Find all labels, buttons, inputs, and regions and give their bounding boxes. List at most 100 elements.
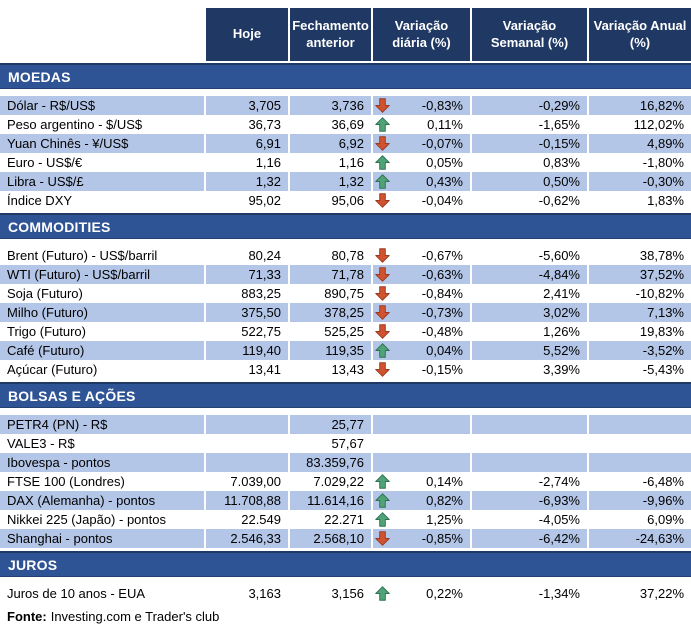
cell-variacao-diaria: -0,04%: [371, 191, 470, 210]
column-header-variacao-anual: Variação Anual (%): [587, 8, 691, 61]
cell-variacao-semanal: 3,02%: [470, 303, 587, 322]
cell-variacao-semanal: -0,62%: [470, 191, 587, 210]
cell-hoje: 3,705: [204, 96, 288, 115]
down-arrow-icon: [375, 134, 390, 153]
cell-variacao-semanal: -6,42%: [470, 529, 587, 548]
cell-fechamento-anterior: 890,75: [288, 284, 371, 303]
cell-fechamento-anterior: 6,92: [288, 134, 371, 153]
cell-variacao-anual: -5,43%: [587, 360, 691, 379]
cell-label: Juros de 10 anos - EUA: [7, 586, 146, 601]
source-label: Fonte:: [7, 609, 47, 624]
cell-fechamento-anterior: 525,25: [288, 322, 371, 341]
down-arrow-icon: [375, 322, 390, 341]
cell-variacao-diaria: -0,84%: [371, 284, 470, 303]
cell-variacao-anual: -9,96%: [587, 491, 691, 510]
cell-label: PETR4 (PN) - R$: [0, 415, 204, 434]
cell-label: Índice DXY: [7, 193, 73, 208]
cell-fechamento-anterior: 13,43: [288, 360, 371, 379]
variacao-diaria-value: 0,05%: [426, 155, 463, 170]
cell-variacao-anual: 1,83%: [587, 191, 691, 210]
cell-variacao-semanal: -1,34%: [470, 584, 587, 603]
table-body: MOEDAS Dólar - R$/US$ 3,705 3,736 -0,83% -0,2…: [0, 63, 691, 603]
cell-label: Açúcar (Futuro): [7, 362, 98, 377]
cell-fechamento-anterior: 36,69: [288, 115, 371, 134]
table-row: VALE3 - R$ 57,67: [0, 434, 691, 453]
cell-hoje: 883,25: [204, 284, 288, 303]
cell-fechamento-anterior: 71,78: [288, 265, 371, 284]
variacao-diaria-value: 0,04%: [426, 343, 463, 358]
column-header-variacao-semanal: Variação Semanal (%): [470, 8, 587, 61]
cell-hoje: [204, 453, 288, 472]
table-row: PETR4 (PN) - R$ 25,77: [0, 415, 691, 434]
cell-variacao-anual: 37,52%: [587, 265, 691, 284]
variacao-diaria-value: -0,15%: [421, 362, 463, 377]
cell-label: Brent (Futuro) - US$/barril: [7, 248, 158, 263]
table-row: Milho (Futuro) 375,50 378,25 -0,73% 3,02% 7,1…: [0, 303, 691, 322]
source-line: Fonte: Investing.com e Trader's club: [0, 609, 691, 624]
variacao-diaria-value: 0,82%: [426, 493, 463, 508]
variacao-diaria-value: -0,83%: [421, 98, 463, 113]
cell-variacao-anual: 37,22%: [587, 584, 691, 603]
cell-variacao-semanal: 5,52%: [470, 341, 587, 360]
cell-variacao-diaria: 0,22%: [371, 584, 470, 603]
table-row: Euro - US$/€ 1,16 1,16 0,05% 0,83% -1,80%: [0, 153, 691, 172]
cell-variacao-semanal: -1,65%: [470, 115, 587, 134]
column-header-row: Hoje Fechamento anterior Variação diária…: [0, 8, 691, 61]
up-arrow-icon: [375, 491, 390, 510]
cell-variacao-anual: 6,09%: [587, 510, 691, 529]
cell-hoje: 2.546,33: [204, 529, 288, 548]
cell-hoje: 80,24: [204, 246, 288, 265]
cell-variacao-semanal: -5,60%: [470, 246, 587, 265]
cell-label: DAX (Alemanha) - pontos: [0, 491, 204, 510]
cell-hoje: 119,40: [204, 341, 288, 360]
cell-variacao-anual: [587, 415, 691, 434]
up-arrow-icon: [375, 510, 390, 529]
cell-label: FTSE 100 (Londres): [7, 474, 125, 489]
cell-variacao-diaria: -0,63%: [371, 265, 470, 284]
cell-label: WTI (Futuro) - US$/barril: [0, 265, 204, 284]
table-row: Soja (Futuro) 883,25 890,75 -0,84% 2,41% -10,…: [0, 284, 691, 303]
table-row: DAX (Alemanha) - pontos 11.708,88 11.614,1…: [0, 491, 691, 510]
table-row: Trigo (Futuro) 522,75 525,25 -0,48% 1,26% 19,…: [0, 322, 691, 341]
cell-variacao-diaria: 0,14%: [371, 472, 470, 491]
variacao-diaria-value: 0,14%: [426, 474, 463, 489]
up-arrow-icon: [375, 172, 390, 191]
cell-label: VALE3 - R$: [7, 436, 75, 451]
cell-variacao-semanal: 0,50%: [470, 172, 587, 191]
cell-variacao-anual: -10,82%: [587, 284, 691, 303]
cell-hoje: [204, 415, 288, 434]
cell-label: Ibovespa - pontos: [0, 453, 204, 472]
column-header-fechamento-anterior: Fechamento anterior: [288, 8, 371, 61]
cell-hoje: 522,75: [204, 322, 288, 341]
section-header-juros: JUROS: [0, 551, 691, 577]
down-arrow-icon: [375, 191, 390, 210]
cell-variacao-semanal: -0,15%: [470, 134, 587, 153]
cell-variacao-anual: 4,89%: [587, 134, 691, 153]
cell-fechamento-anterior: 80,78: [288, 246, 371, 265]
cell-variacao-semanal: [470, 453, 587, 472]
down-arrow-icon: [375, 303, 390, 322]
variacao-diaria-value: -0,67%: [421, 248, 463, 263]
cell-variacao-diaria: 0,43%: [371, 172, 470, 191]
cell-hoje: 22.549: [204, 510, 288, 529]
cell-fechamento-anterior: 1,16: [288, 153, 371, 172]
table-row: Nikkei 225 (Japão) - pontos 22.549 22.271 1…: [0, 510, 691, 529]
up-arrow-icon: [375, 472, 390, 491]
cell-label: Milho (Futuro): [0, 303, 204, 322]
cell-variacao-anual: 112,02%: [587, 115, 691, 134]
section-header-bolsas-e-acoes: BOLSAS E AÇÕES: [0, 382, 691, 408]
up-arrow-icon: [375, 115, 390, 134]
cell-variacao-diaria: -0,07%: [371, 134, 470, 153]
header-corner-spacer: [0, 8, 204, 61]
cell-variacao-diaria: -0,85%: [371, 529, 470, 548]
cell-variacao-semanal: 2,41%: [470, 284, 587, 303]
cell-variacao-diaria: 1,25%: [371, 510, 470, 529]
table-row: WTI (Futuro) - US$/barril 71,33 71,78 -0,63…: [0, 265, 691, 284]
cell-variacao-diaria: 0,05%: [371, 153, 470, 172]
cell-fechamento-anterior: 11.614,16: [288, 491, 371, 510]
section-header-commodities: COMMODITIES: [0, 213, 691, 239]
cell-variacao-diaria: [371, 434, 470, 453]
variacao-diaria-value: -0,85%: [421, 531, 463, 546]
variacao-diaria-value: -0,84%: [421, 286, 463, 301]
